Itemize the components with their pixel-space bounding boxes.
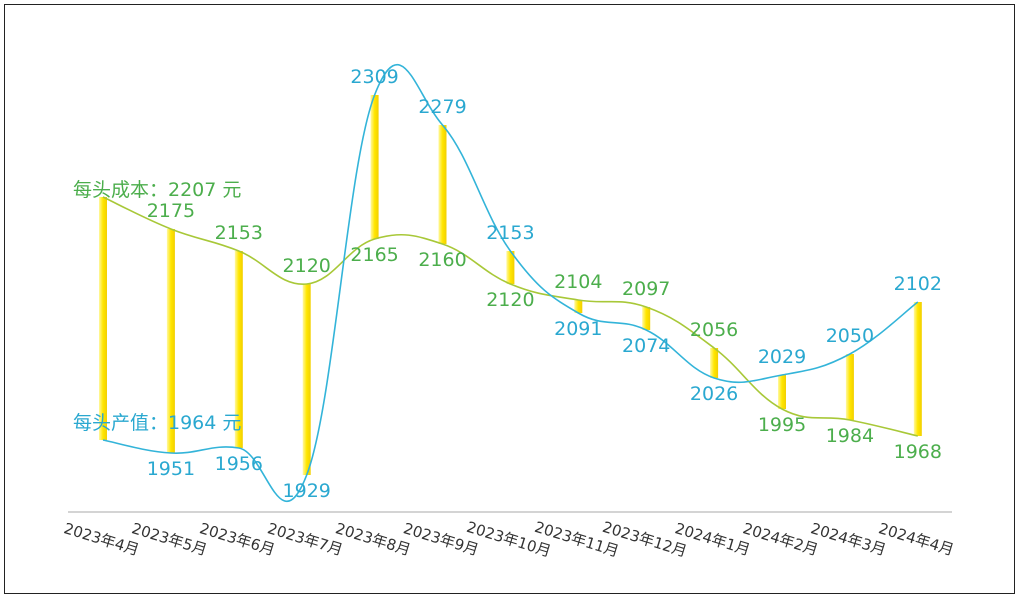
difference-bar (574, 300, 583, 313)
x-tick-label: 2024年3月 (809, 519, 889, 559)
difference-bar (302, 284, 311, 475)
difference-bar (370, 95, 379, 239)
value-series-label: 每头产值：1964 元 (73, 412, 241, 434)
difference-bar (710, 348, 719, 378)
x-tick-label: 2023年5月 (130, 519, 210, 559)
difference-bar (234, 251, 243, 448)
cost-data-label: 2120 (486, 289, 534, 311)
difference-bar (642, 307, 651, 330)
difference-bar (913, 302, 922, 436)
x-tick-label: 2023年7月 (265, 519, 345, 559)
x-tick-label: 2023年4月 (62, 519, 142, 559)
cost-series-label: 每头成本：2207 元 (73, 179, 241, 201)
value-data-label: 1951 (147, 458, 195, 480)
value-data-label: 2309 (350, 66, 398, 88)
value-data-label: 2279 (418, 96, 466, 118)
value-line (102, 64, 919, 503)
cost-data-label: 2175 (147, 200, 195, 222)
value-data-label: 1956 (215, 453, 263, 475)
cost-data-label: 2153 (215, 222, 263, 244)
value-data-label: 2153 (486, 222, 534, 244)
value-data-label: 2091 (554, 318, 602, 340)
x-tick-label: 2024年2月 (741, 519, 821, 559)
cost-data-label: 1984 (826, 425, 874, 447)
value-data-label: 2029 (758, 346, 806, 368)
cost-data-label: 1995 (758, 414, 806, 436)
difference-bar (778, 375, 786, 409)
value-data-label: 2074 (622, 335, 670, 357)
value-data-label: 2102 (894, 273, 942, 295)
cost-data-label: 2104 (554, 271, 602, 293)
x-tick-label: 2023年6月 (197, 519, 277, 559)
cost-data-label: 2056 (690, 319, 738, 341)
difference-bar (506, 251, 515, 284)
difference-bar (166, 229, 175, 453)
cost-data-label: 2160 (418, 249, 466, 271)
cost-line (102, 196, 918, 437)
difference-bar (438, 125, 447, 244)
cost-data-label: 2120 (283, 255, 331, 277)
value-data-label: 2026 (690, 383, 738, 405)
cost-data-label: 2097 (622, 278, 670, 300)
cost-data-label: 2165 (350, 244, 398, 266)
x-tick-label: 2024年4月 (876, 519, 956, 559)
difference-bar (99, 197, 107, 440)
difference-bar (845, 354, 854, 420)
value-data-label: 2050 (826, 325, 874, 347)
x-tick-label: 2023年8月 (333, 519, 413, 559)
value-data-label: 1929 (283, 480, 331, 502)
cost-data-label: 1968 (894, 441, 942, 463)
